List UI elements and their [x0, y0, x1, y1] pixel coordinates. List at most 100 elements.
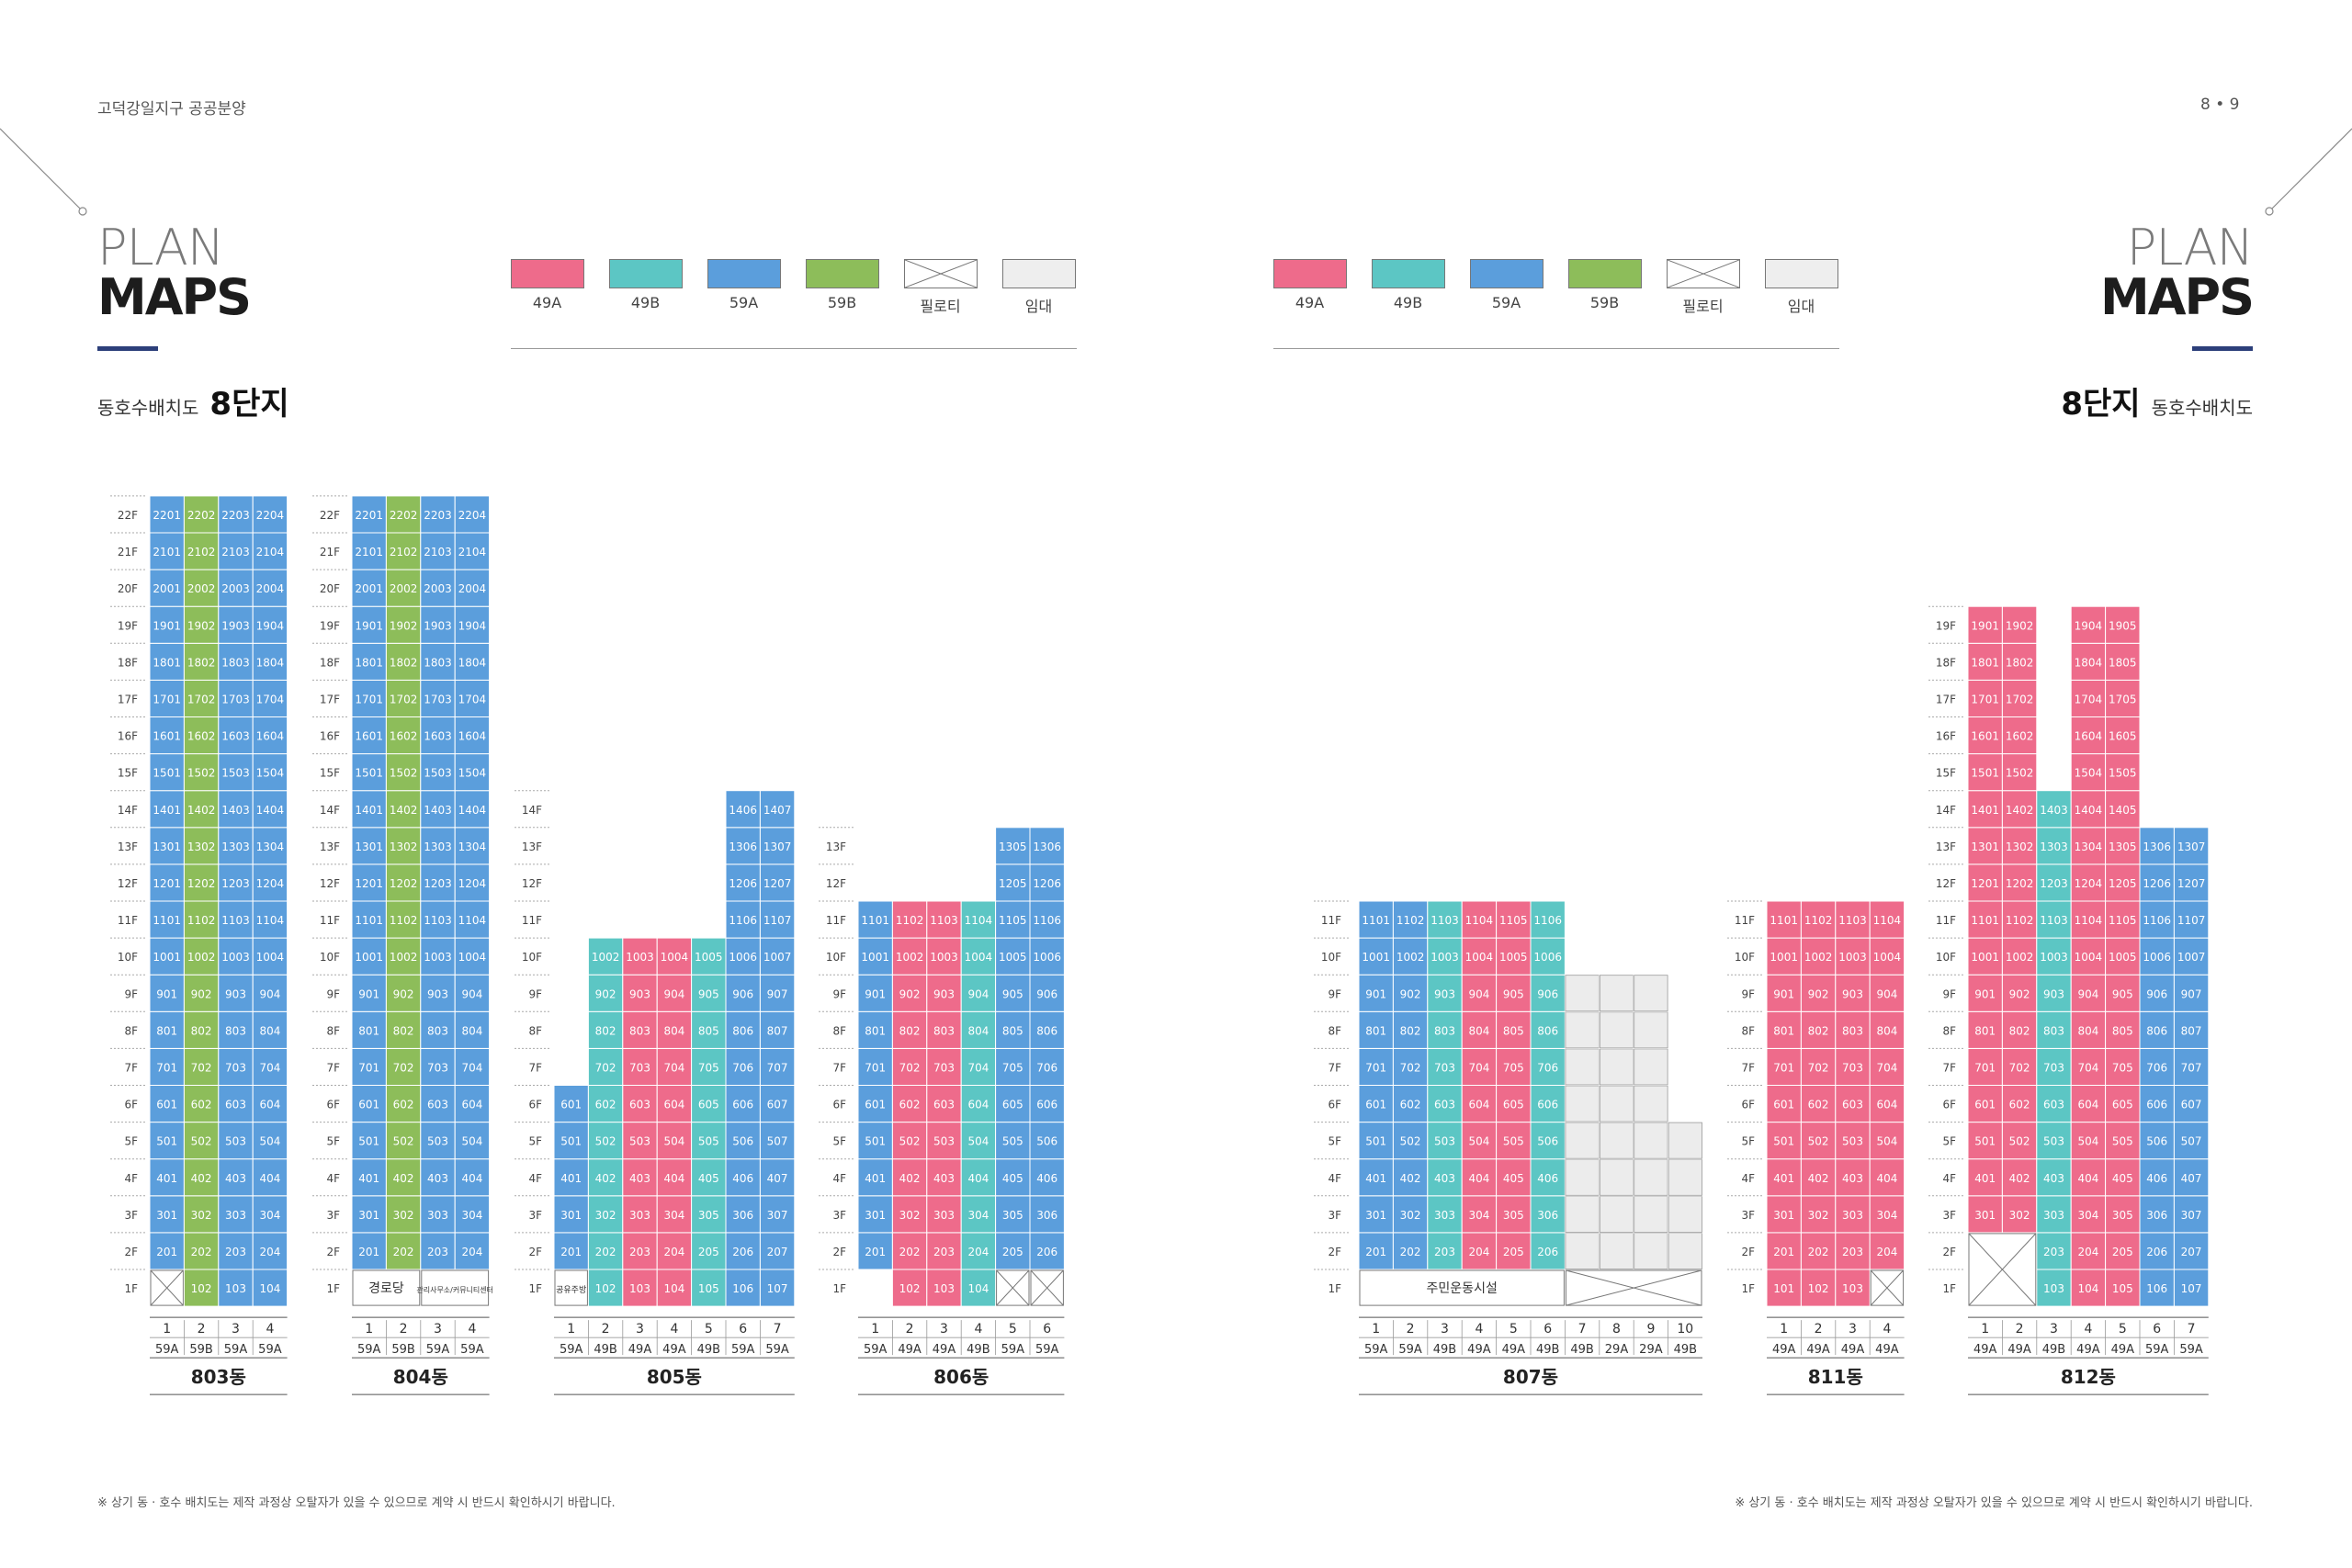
unit-number: 402 [2009, 1172, 2030, 1185]
unit-cell [1869, 1085, 1905, 1123]
unit-number: 305 [2112, 1209, 2133, 1222]
unit-number: 403 [933, 1172, 955, 1185]
unit-number: 304 [259, 1209, 280, 1222]
unit-number: 302 [899, 1209, 921, 1222]
floor-label: 5F [1328, 1135, 1341, 1148]
unit-number: 1801 [1971, 656, 1999, 669]
unit-cell [1029, 1195, 1065, 1234]
unit-number: 1703 [424, 693, 452, 705]
floor-label: 2F [124, 1246, 138, 1258]
divider-left [511, 348, 1077, 349]
unit-cell [891, 1232, 928, 1270]
unit-number: 2004 [458, 582, 487, 595]
floor-label: 2F [832, 1246, 846, 1258]
unit-cell [2070, 642, 2107, 681]
unit-cell [1358, 1085, 1394, 1123]
unit-number: 304 [967, 1209, 989, 1222]
floor-label: 1F [1741, 1282, 1755, 1295]
unit-cell [857, 974, 893, 1012]
unit-cell [2001, 1158, 2038, 1197]
unit-cell [960, 1010, 997, 1049]
unit-cell [2001, 1195, 2038, 1234]
line-number: 4 [1475, 1322, 1483, 1337]
floor-label: 22F [320, 509, 340, 522]
building-812동: 1F 2F 3F 4F 5F 6F 7F 8F 9F 10F 11F 12F 13F 14F 15F 16F 1… [1928, 605, 2210, 1395]
unit-number: 601 [1365, 1099, 1386, 1111]
unit-number: 905 [1503, 987, 1524, 1000]
unit-cell [1530, 1232, 1566, 1270]
line-number: 3 [940, 1322, 948, 1337]
unit-number: 1003 [2040, 951, 2068, 964]
legend-label: 임대 [1024, 298, 1053, 315]
unit-number: 304 [2077, 1209, 2098, 1222]
unit-cell [891, 1269, 928, 1307]
unit-cell [995, 863, 1031, 902]
unit-cell [1967, 937, 2003, 976]
unit-number: 304 [663, 1209, 684, 1222]
unit-number: 807 [767, 1024, 788, 1037]
unit-number: 504 [1468, 1135, 1489, 1148]
unit-number: 1306 [2143, 840, 2171, 853]
ground-facility [554, 1269, 588, 1306]
line-type: 49A [1467, 1343, 1491, 1357]
unit-number: 702 [1808, 1061, 1829, 1074]
line-type: 29A [1639, 1343, 1663, 1357]
unit-number: 604 [1876, 1099, 1897, 1111]
unit-number: 102 [899, 1282, 921, 1295]
unit-number: 1102 [1804, 914, 1833, 927]
unit-number: 502 [899, 1135, 921, 1148]
unit-cell [454, 1047, 491, 1087]
maps-word: MAPS [97, 268, 252, 326]
unit-number: 201 [1365, 1246, 1386, 1258]
unit-number: 2102 [390, 546, 418, 558]
unit-cell [960, 1195, 997, 1234]
line-type: 49A [1806, 1343, 1830, 1357]
unit-number: 1904 [458, 619, 487, 632]
ground-facility-label: 공유주방 [556, 1285, 586, 1295]
complex-label-prefix: 동호수배치도 [97, 397, 199, 419]
legend-item: 59A [695, 259, 793, 316]
unit-number: 802 [191, 1024, 212, 1037]
unit-cell [656, 1085, 693, 1123]
unit-cell [960, 1269, 997, 1307]
unit-number: 407 [2181, 1172, 2202, 1185]
unit-number: 306 [1036, 1209, 1057, 1222]
unit-number: 903 [933, 987, 955, 1000]
unit-number: 1201 [1971, 877, 1999, 890]
legend-label: 59A [1491, 294, 1521, 311]
unit-number: 601 [560, 1099, 582, 1111]
unit-cell [183, 679, 220, 718]
unit-number: 1101 [153, 914, 181, 927]
unit-cell [252, 716, 288, 755]
unit-number: 504 [2077, 1135, 2098, 1148]
unit-number: 801 [156, 1024, 177, 1037]
unit-cell [587, 1010, 624, 1049]
unit-cell [725, 1195, 761, 1234]
unit-cell [454, 642, 491, 681]
legend-item: 59A [1457, 259, 1555, 316]
unit-cell [2105, 1122, 2141, 1160]
unit-number: 705 [2112, 1061, 2133, 1074]
floor-label: 13F [1936, 840, 1956, 853]
unit-number: 1302 [187, 840, 216, 853]
unit-number: 1602 [2006, 730, 2034, 743]
plan-maps-heading-left: PLAN MAPS [97, 223, 252, 351]
line-number: 2 [1815, 1322, 1823, 1337]
unit-cell [691, 1122, 727, 1160]
unit-number: 404 [663, 1172, 684, 1185]
unit-number: 501 [1974, 1135, 1996, 1148]
unit-cell [587, 1158, 624, 1197]
unit-number: 104 [2077, 1282, 2098, 1295]
unit-number: 402 [1400, 1172, 1421, 1185]
unit-number: 704 [1876, 1061, 1897, 1074]
unit-number: 1204 [458, 877, 487, 890]
unit-number: 501 [358, 1135, 379, 1148]
unit-cell [183, 1158, 220, 1197]
unit-number: 107 [767, 1282, 788, 1295]
line-number: 8 [1612, 1322, 1621, 1337]
unit-cell [454, 900, 491, 939]
unit-number: 404 [1876, 1172, 1897, 1185]
unit-cell [183, 863, 220, 902]
corner-decoration-right [2265, 128, 2352, 216]
unit-number: 403 [629, 1172, 650, 1185]
